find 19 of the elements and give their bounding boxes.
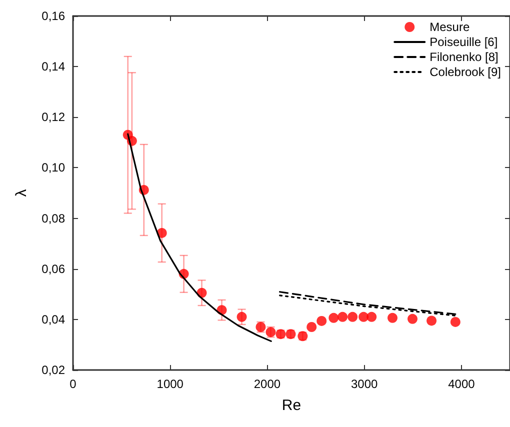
x-tick-label: 2000 <box>254 377 281 391</box>
x-tick-label: 0 <box>70 377 77 391</box>
y-axis-title: λ <box>13 188 30 197</box>
legend-label: Filonenko [8] <box>430 50 498 64</box>
legend-label: Mesure <box>430 20 470 34</box>
y-tick-label: 0,10 <box>42 160 66 175</box>
y-tick-label: 0,14 <box>42 60 66 74</box>
legend-label: Poiseuille [6] <box>430 35 498 49</box>
y-tick-label: 0,04 <box>42 312 66 326</box>
x-tick-label: 3000 <box>350 377 378 391</box>
x-axis-title: Re <box>282 397 302 414</box>
legend-label: Colebrook [9] <box>430 65 501 79</box>
y-tick-label: 0,02 <box>42 363 66 377</box>
x-tick-label: 4000 <box>448 377 476 391</box>
y-tick-label: 0,08 <box>42 211 66 226</box>
y-tick-label: 0,06 <box>42 262 66 276</box>
x-tick-label: 1000 <box>156 377 184 391</box>
y-tick-label: 0,16 <box>42 9 66 23</box>
y-tick-label: 0,12 <box>42 110 66 124</box>
